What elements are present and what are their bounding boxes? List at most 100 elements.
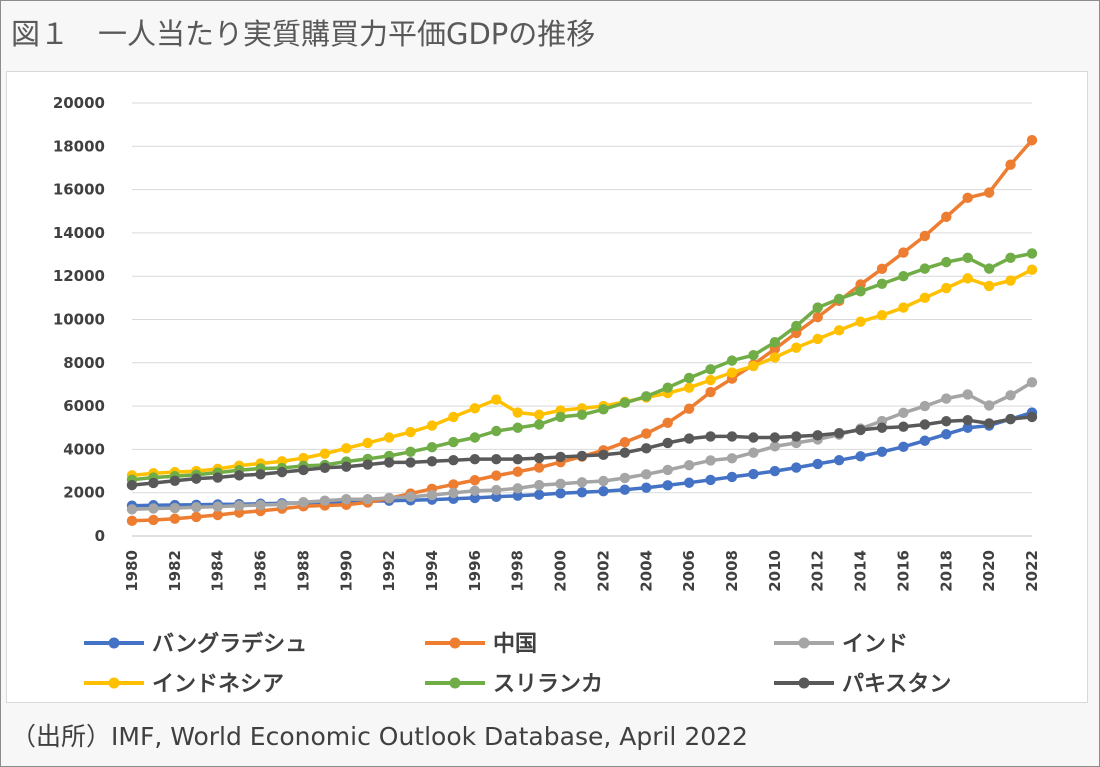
legend-swatch-marker [449, 677, 461, 689]
data-point [576, 477, 588, 488]
data-point [705, 474, 716, 486]
data-point [255, 499, 266, 511]
data-point [191, 511, 202, 523]
x-tick-label: 2018 [937, 550, 955, 592]
y-tick-label: 12000 [53, 267, 105, 285]
legend-swatch-marker [108, 677, 120, 689]
data-point [383, 492, 395, 504]
data-point [383, 457, 395, 468]
y-tick-label: 4000 [63, 440, 105, 458]
figure-title: 図１ 一人当たり実質購買力平価GDPの推移 [11, 17, 596, 51]
data-point [855, 286, 866, 297]
source-note: （出所）IMF, World Economic Outlook Database… [11, 722, 748, 751]
data-point [876, 278, 888, 289]
data-point [491, 484, 502, 496]
series-line [131, 268, 1033, 478]
data-point [855, 424, 866, 436]
data-point [512, 466, 523, 477]
x-tick-label: 1992 [380, 550, 398, 592]
data-point [405, 457, 416, 468]
data-point [126, 515, 138, 527]
data-point [941, 416, 952, 427]
data-point [469, 474, 481, 486]
data-point [983, 418, 995, 429]
data-point [748, 447, 759, 458]
data-point [641, 469, 652, 480]
data-point [812, 302, 823, 313]
data-point [983, 400, 995, 411]
data-point [662, 417, 673, 428]
data-point [212, 509, 223, 521]
data-point [362, 493, 373, 505]
data-point [855, 316, 866, 327]
data-point [683, 460, 695, 471]
legend-label: パキスタン [842, 672, 951, 697]
data-point [169, 475, 181, 486]
data-point [598, 475, 609, 487]
chart-area: 0 2000 4000 6000 8000 10000 12000 14000 16000 180… [6, 71, 1088, 703]
data-point [705, 455, 716, 466]
data-point [169, 513, 181, 524]
x-tick-label: 1994 [423, 550, 441, 592]
data-point [619, 447, 631, 458]
data-point [833, 455, 845, 466]
x-tick-label: 1988 [294, 550, 312, 592]
data-point [919, 419, 931, 430]
data-point [1005, 390, 1016, 401]
data-point [812, 333, 823, 345]
data-point [619, 437, 631, 448]
data-point [941, 393, 952, 404]
data-point [555, 488, 566, 499]
legend-label: バングラデシュ [152, 631, 307, 657]
data-point [469, 432, 481, 443]
x-tick-label: 2004 [637, 550, 655, 592]
data-point [619, 484, 631, 495]
data-point [662, 382, 673, 393]
data-point [576, 487, 588, 498]
data-point [769, 441, 781, 452]
y-tick-label: 20000 [53, 94, 105, 112]
data-point [298, 464, 309, 476]
data-point [576, 450, 588, 462]
data-point [791, 342, 802, 353]
data-point [962, 252, 973, 263]
data-point [683, 477, 695, 488]
data-point [855, 451, 866, 462]
data-point [148, 503, 159, 514]
data-point [919, 292, 931, 304]
data-point [469, 403, 481, 414]
y-tick-label: 14000 [53, 224, 105, 242]
data-point [191, 473, 202, 484]
data-point [791, 320, 802, 332]
x-tick-label: 2008 [723, 550, 741, 592]
data-point [341, 443, 352, 454]
data-point [962, 422, 973, 433]
data-point [598, 404, 609, 415]
data-point [148, 514, 159, 526]
data-point [448, 436, 459, 448]
data-point [212, 501, 223, 512]
x-tick-label: 1980 [123, 550, 141, 592]
data-point [298, 452, 309, 464]
data-point [533, 479, 545, 491]
x-tick-label: 2016 [894, 550, 912, 592]
data-point [983, 187, 995, 198]
data-point [1005, 413, 1016, 425]
data-point [662, 437, 673, 449]
data-point [469, 453, 481, 465]
data-point [598, 485, 609, 497]
data-point [898, 421, 909, 432]
x-tick-label: 2010 [766, 550, 784, 592]
y-tick-label: 0 [95, 527, 105, 545]
data-point [233, 470, 245, 481]
data-point [533, 452, 545, 464]
data-point [491, 453, 502, 465]
data-point [812, 430, 823, 441]
x-tick-label: 1982 [166, 550, 184, 592]
data-point [748, 432, 759, 443]
line-chart: 0 2000 4000 6000 8000 10000 12000 14000 16000 180… [53, 94, 1041, 697]
data-point [726, 471, 738, 483]
data-point [726, 453, 738, 464]
legend-label: インド [842, 632, 908, 657]
